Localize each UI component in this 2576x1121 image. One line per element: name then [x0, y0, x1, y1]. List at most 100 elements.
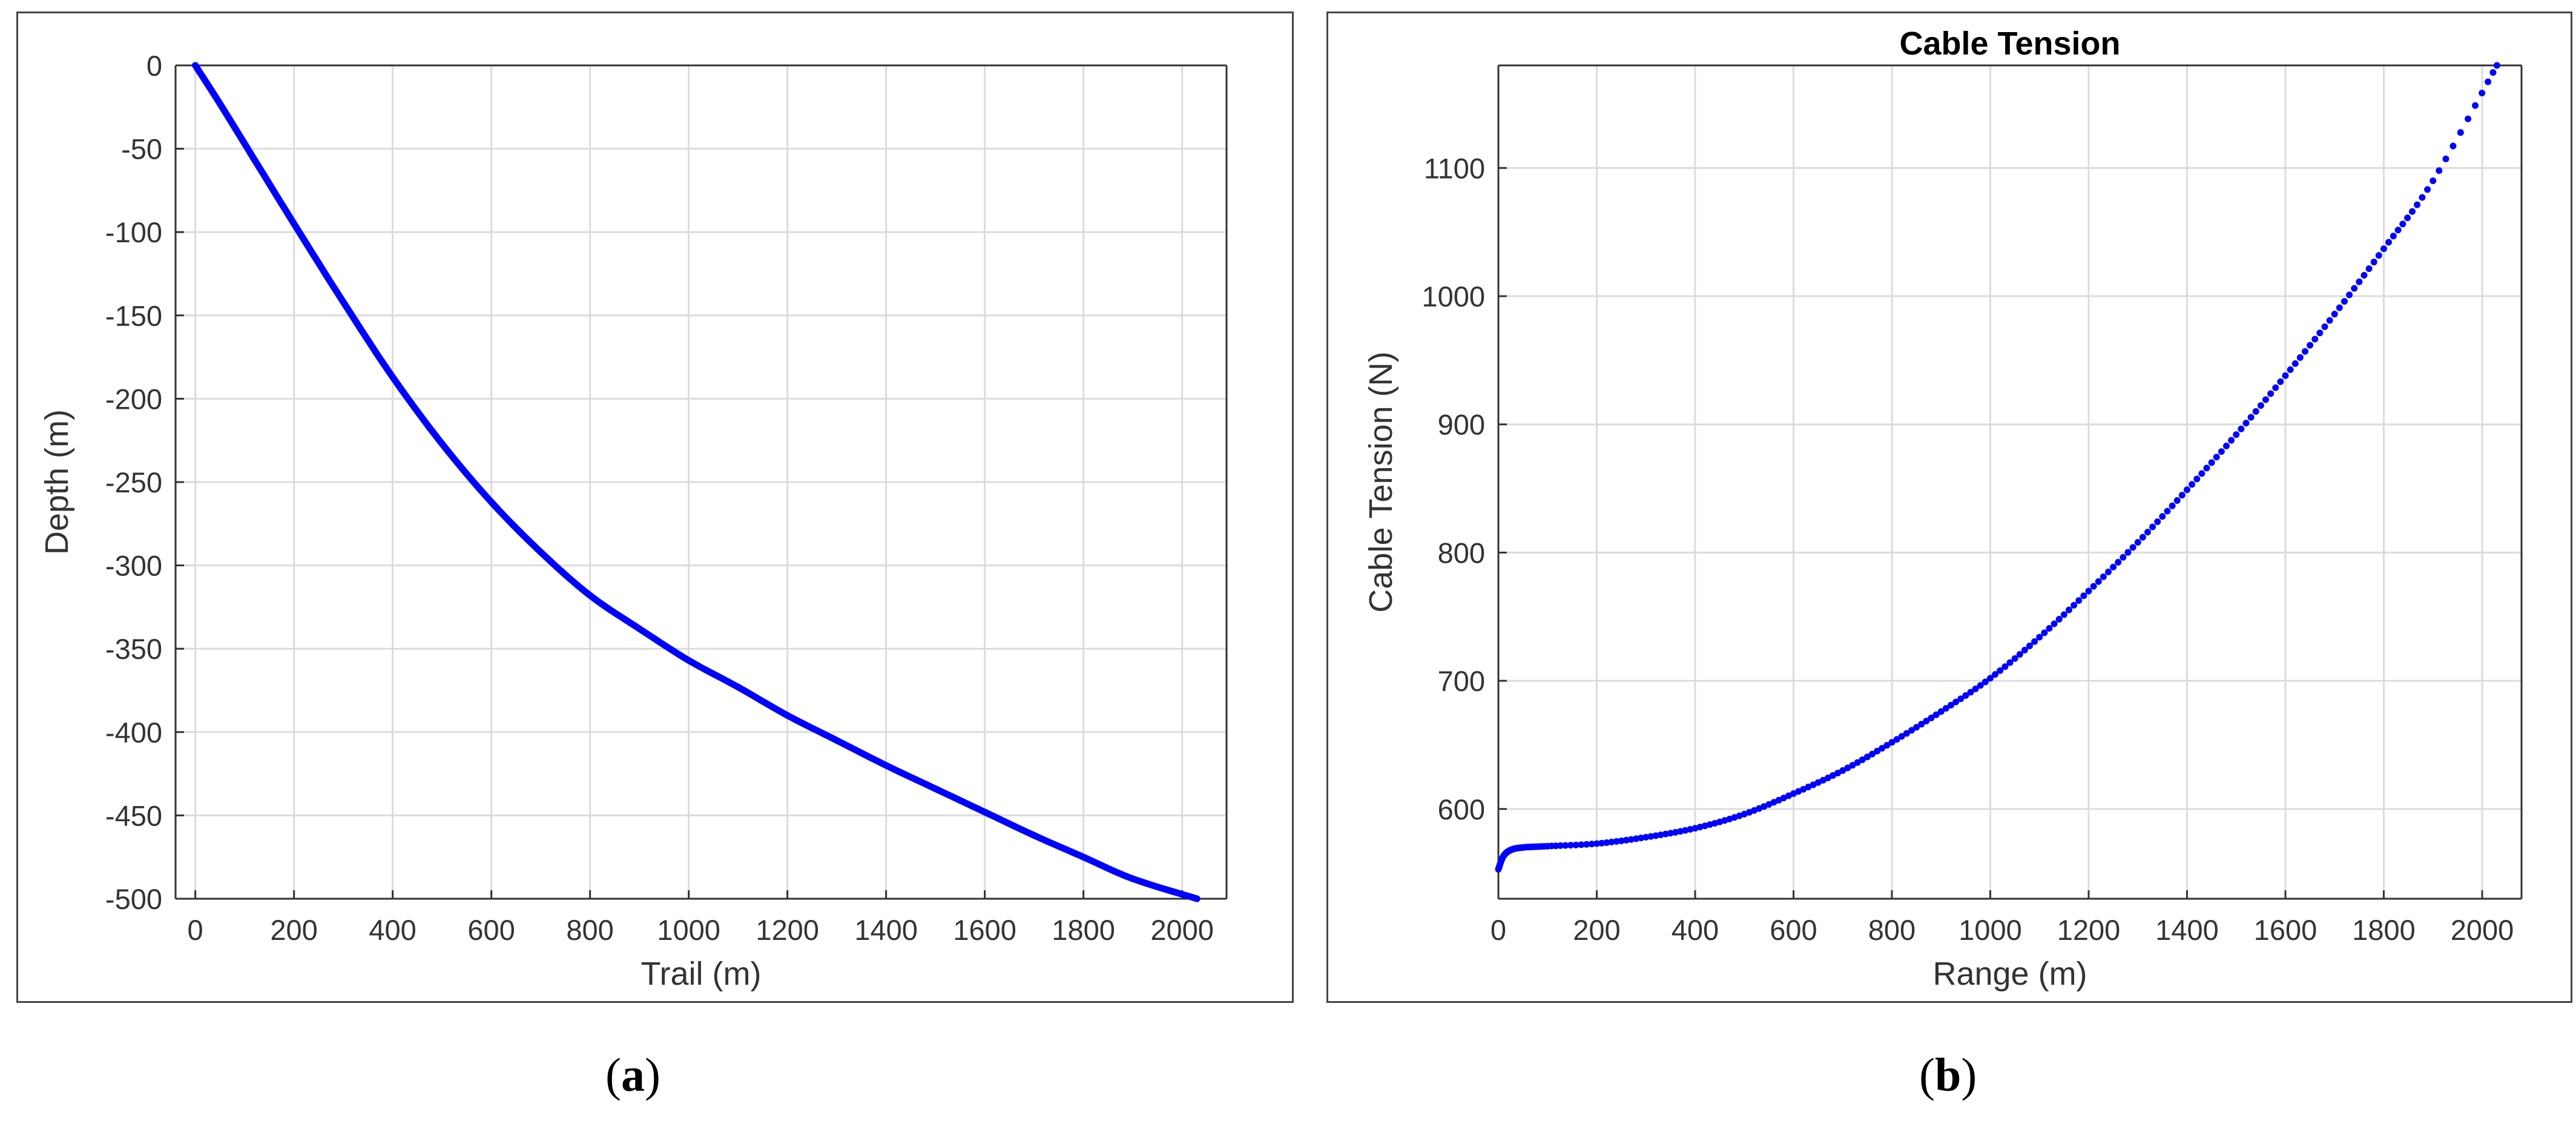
data-point — [192, 62, 199, 69]
data-point — [1129, 875, 1136, 882]
data-point — [1572, 841, 1580, 848]
data-point — [1928, 714, 1935, 721]
data-point — [2154, 518, 2161, 525]
data-point — [1647, 833, 1655, 840]
data-point — [2282, 372, 2289, 379]
data-point — [1997, 667, 2004, 674]
data-point — [1603, 839, 1610, 846]
data-point — [2006, 659, 2014, 666]
chart-panel-b: 0 200 400 600 800 1000 1200 1400 1600 1800 2000 600… — [1326, 12, 2572, 1003]
data-point — [2036, 633, 2043, 641]
data-point — [1839, 767, 1846, 774]
y-tick-label: 1000 — [1421, 280, 1485, 312]
data-point — [2208, 459, 2215, 466]
x-tick-label: 1600 — [2254, 914, 2317, 946]
x-tick-label: 1400 — [854, 914, 918, 946]
x-tick-label: 1600 — [953, 914, 1016, 946]
data-point — [2287, 366, 2294, 373]
data-point — [1932, 711, 1940, 718]
y-tick-label: 600 — [1438, 793, 1485, 825]
data-point — [1942, 705, 1949, 712]
plot-area — [1498, 65, 2522, 899]
data-point — [1992, 671, 1999, 678]
data-point — [1598, 839, 1606, 847]
data-point — [2203, 465, 2210, 472]
data-point — [2070, 601, 2078, 609]
data-point — [1627, 836, 1635, 843]
data-point — [2159, 513, 2166, 520]
data-point — [2472, 102, 2479, 109]
data-point — [2277, 378, 2284, 385]
data-point — [2429, 177, 2437, 185]
data-point — [1622, 836, 1630, 844]
x-tick-label: 2000 — [1150, 914, 1214, 946]
data-point — [2489, 69, 2497, 76]
data-point — [2465, 115, 2472, 122]
data-point — [1874, 747, 1881, 755]
x-axis-label: Range (m) — [1932, 956, 2087, 992]
data-point — [1883, 742, 1891, 749]
data-point — [2213, 454, 2220, 461]
data-point — [2095, 578, 2102, 585]
data-point — [2316, 329, 2324, 337]
x-tick-label: 1800 — [1052, 914, 1115, 946]
data-point — [2001, 663, 2009, 670]
series-0 — [192, 62, 1201, 902]
data-point — [2041, 629, 2048, 637]
data-point — [1633, 835, 1639, 842]
data-point — [2380, 245, 2387, 253]
data-point — [2169, 502, 2176, 509]
data-point — [216, 100, 223, 107]
data-point — [488, 498, 495, 506]
data-point — [2321, 323, 2328, 330]
data-point — [1879, 744, 1886, 752]
data-point — [1844, 764, 1851, 772]
data-point — [2031, 638, 2038, 645]
data-point — [2110, 563, 2117, 570]
data-point — [241, 140, 248, 147]
data-point — [2262, 396, 2269, 403]
data-point — [2178, 492, 2186, 499]
data-point — [1652, 832, 1659, 839]
data-point — [1593, 840, 1600, 847]
data-point — [438, 440, 446, 448]
data-point — [1918, 721, 1925, 728]
data-point — [2090, 583, 2097, 590]
data-point — [2129, 544, 2136, 551]
y-axis-label: Cable Tension (N) — [1363, 351, 1399, 612]
data-point — [1080, 853, 1087, 861]
data-point — [2296, 354, 2304, 361]
data-point — [1849, 762, 1856, 769]
data-point — [1193, 895, 1201, 902]
data-point — [1967, 689, 1974, 696]
data-point — [2399, 220, 2406, 228]
data-point — [1030, 832, 1038, 839]
y-tick-label: 0 — [147, 50, 162, 82]
caption-b-open: ( — [1919, 1048, 1935, 1101]
data-point — [291, 220, 298, 227]
data-point — [1972, 685, 1979, 692]
data-point — [2336, 304, 2343, 311]
y-tick-label: 700 — [1438, 665, 1485, 697]
data-point — [2424, 186, 2431, 193]
data-point — [2414, 201, 2421, 208]
y-tick-label: -50 — [121, 133, 162, 165]
chart-panel-a: 0 200 400 600 800 1000 1200 1400 1600 1800 2000 0 -5… — [16, 12, 1294, 1003]
data-point — [932, 785, 939, 792]
data-point — [2390, 233, 2397, 240]
x-tick-label: 1000 — [657, 914, 720, 946]
data-point — [2291, 360, 2299, 367]
data-point — [1567, 842, 1574, 849]
data-point — [1562, 842, 1569, 849]
data-point — [2436, 167, 2443, 174]
data-point — [2075, 597, 2083, 604]
y-tick-label: -450 — [105, 799, 162, 832]
data-point — [2085, 587, 2092, 595]
data-point — [389, 374, 397, 381]
data-point — [1642, 833, 1650, 841]
data-point — [2115, 558, 2122, 566]
y-tick-label: -150 — [105, 300, 162, 332]
data-point — [2066, 606, 2072, 613]
caption-b-close: ) — [1961, 1048, 1977, 1101]
x-tick-label: 2000 — [2451, 914, 2514, 946]
